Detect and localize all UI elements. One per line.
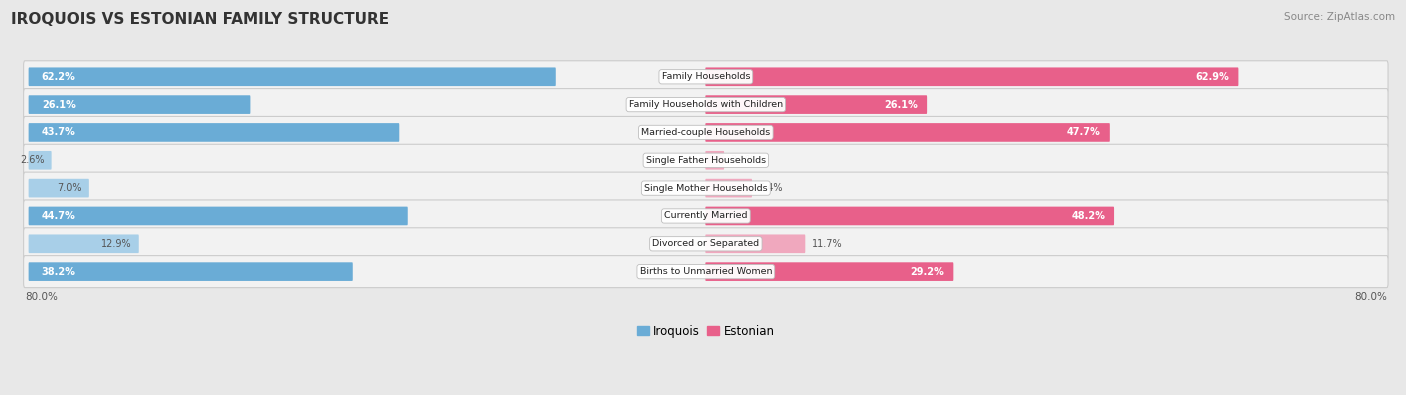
Text: 11.7%: 11.7% [811,239,842,249]
Text: 5.4%: 5.4% [758,183,783,193]
Text: 12.9%: 12.9% [101,239,132,249]
FancyBboxPatch shape [706,207,1114,225]
FancyBboxPatch shape [28,95,250,114]
Text: Currently Married: Currently Married [664,211,748,220]
Text: 7.0%: 7.0% [58,183,82,193]
Text: 62.2%: 62.2% [42,72,76,82]
FancyBboxPatch shape [24,172,1388,204]
FancyBboxPatch shape [24,228,1388,260]
Text: 38.2%: 38.2% [42,267,76,276]
Text: Single Mother Households: Single Mother Households [644,184,768,193]
Text: 26.1%: 26.1% [884,100,918,109]
FancyBboxPatch shape [706,68,1239,86]
FancyBboxPatch shape [28,179,89,198]
Text: 44.7%: 44.7% [42,211,76,221]
Text: Family Households with Children: Family Households with Children [628,100,783,109]
Text: 62.9%: 62.9% [1195,72,1229,82]
Text: 48.2%: 48.2% [1071,211,1105,221]
Text: IROQUOIS VS ESTONIAN FAMILY STRUCTURE: IROQUOIS VS ESTONIAN FAMILY STRUCTURE [11,12,389,27]
Text: 26.1%: 26.1% [42,100,76,109]
Text: 43.7%: 43.7% [42,128,76,137]
FancyBboxPatch shape [24,88,1388,120]
Text: 2.1%: 2.1% [730,155,755,165]
Text: Married-couple Households: Married-couple Households [641,128,770,137]
FancyBboxPatch shape [706,262,953,281]
Text: Single Father Households: Single Father Households [645,156,766,165]
FancyBboxPatch shape [706,151,724,169]
Text: 47.7%: 47.7% [1067,128,1101,137]
Text: 2.6%: 2.6% [20,155,45,165]
FancyBboxPatch shape [24,61,1388,93]
FancyBboxPatch shape [706,179,752,198]
FancyBboxPatch shape [28,123,399,142]
FancyBboxPatch shape [24,117,1388,149]
FancyBboxPatch shape [706,235,806,253]
FancyBboxPatch shape [28,68,555,86]
FancyBboxPatch shape [28,235,139,253]
FancyBboxPatch shape [28,151,52,169]
Text: Source: ZipAtlas.com: Source: ZipAtlas.com [1284,12,1395,22]
Text: Births to Unmarried Women: Births to Unmarried Women [640,267,772,276]
Text: 80.0%: 80.0% [25,292,58,302]
Text: Family Households: Family Households [662,72,749,81]
Text: 29.2%: 29.2% [911,267,945,276]
FancyBboxPatch shape [24,256,1388,288]
FancyBboxPatch shape [28,207,408,225]
Legend: Iroquois, Estonian: Iroquois, Estonian [633,320,779,342]
FancyBboxPatch shape [706,95,927,114]
Text: Divorced or Separated: Divorced or Separated [652,239,759,248]
FancyBboxPatch shape [24,144,1388,176]
Text: 80.0%: 80.0% [1354,292,1386,302]
FancyBboxPatch shape [706,123,1109,142]
FancyBboxPatch shape [24,200,1388,232]
FancyBboxPatch shape [28,262,353,281]
